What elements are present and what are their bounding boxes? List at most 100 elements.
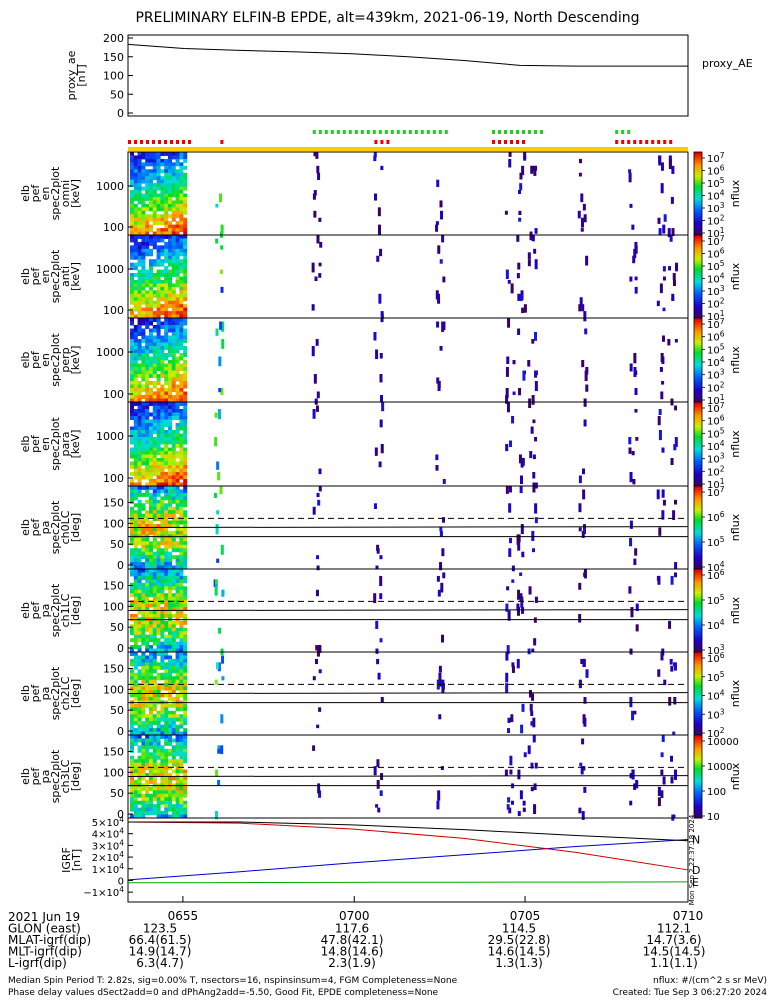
spectrogram-cell: [168, 520, 172, 525]
energy-panel-colorbar-segment: [694, 341, 702, 344]
red-flag-mark: [657, 140, 661, 144]
spectrogram-cell: [130, 482, 134, 487]
spectrogram-cell: [179, 648, 184, 653]
spectrogram-cell: [137, 447, 142, 452]
spectrogram-cell: [152, 579, 157, 584]
spectrogram-cell: [164, 582, 169, 587]
spectrogram-cell: [145, 409, 150, 413]
axis-label-line: pa: [39, 770, 52, 784]
spectrogram-cell: [156, 325, 161, 329]
spectrogram-cell: [156, 479, 161, 483]
spectrogram-cell: [156, 755, 161, 760]
spectrogram-cell: [141, 530, 146, 535]
spectrogram-cell: [130, 339, 134, 343]
energy-panel-colorbar-segment: [694, 164, 702, 168]
spectrogram-cell: [141, 266, 146, 271]
spectrogram-cell: [507, 728, 511, 734]
spectrogram-cell: [133, 766, 138, 771]
spectrogram-cell: [152, 217, 157, 222]
spectrogram-cell: [152, 530, 157, 535]
spectrogram-cell: [152, 479, 157, 483]
spectrogram-cell: [175, 492, 180, 497]
spectrogram-cell: [175, 391, 180, 396]
spectrogram-cell: [137, 489, 142, 494]
spectrogram-cell: [130, 492, 134, 497]
spectrogram-cell: [145, 662, 150, 667]
spectrogram-cell: [376, 759, 380, 767]
energy-panel-colorbar-segment: [694, 166, 702, 170]
spectrogram-cell: [145, 158, 150, 163]
spectrogram-cell: [149, 437, 153, 441]
spectrogram-cell: [130, 793, 134, 798]
spectrogram-cell: [171, 569, 176, 573]
pitch-panel-colorbar-segment: [694, 799, 702, 802]
spectrogram-cell: [152, 779, 157, 784]
spectrogram-cell: [137, 569, 142, 573]
spectrogram-cell: [130, 353, 134, 357]
spectrogram-cell: [168, 430, 172, 434]
spectrogram-cell: [183, 221, 188, 226]
spectrogram-cell: [175, 293, 180, 298]
energy-panel-colorbar-segment: [694, 178, 702, 182]
spectrogram-cell: [145, 499, 150, 504]
spectrogram-cell: [149, 273, 153, 277]
pitch-panel-colorbar-segment: [694, 566, 702, 570]
spectrogram-cell: [509, 755, 513, 766]
spectrogram-cell: [160, 645, 165, 650]
spectrogram-cell: [214, 579, 218, 584]
spectrogram-cell: [133, 641, 138, 646]
energy-panel-colorbar-tick-label: 106: [707, 414, 725, 428]
spectrogram-cell: [160, 627, 165, 632]
spectrogram-cell: [152, 641, 157, 646]
pitch-panel-colorbar-segment: [694, 622, 702, 626]
spectrogram-cell: [183, 238, 188, 243]
spectrogram-cell: [179, 162, 184, 167]
spectrogram-cell: [183, 454, 188, 459]
spectrogram-cell: [152, 524, 157, 528]
spectrogram-cell: [137, 579, 142, 584]
spectrogram-cell: [164, 248, 169, 253]
spectrogram-cell: [220, 714, 224, 724]
spectrogram-cell: [160, 773, 165, 777]
spectrogram-cell: [156, 600, 161, 605]
spectrogram-cell: [175, 433, 180, 438]
spectrogram-cell: [152, 203, 157, 208]
spectrogram-cell: [183, 676, 188, 681]
spectrogram-cell: [149, 569, 153, 573]
energy-panel-colorbar-segment: [694, 241, 702, 244]
spectrogram-cell: [674, 562, 678, 569]
spectrogram-cell: [668, 158, 672, 170]
spectrogram-cell: [175, 610, 180, 615]
spectrogram-cell: [137, 307, 142, 312]
energy-panel-colorbar-segment: [694, 454, 702, 458]
spectrogram-cell: [168, 395, 172, 399]
spectrogram-cell: [137, 572, 142, 577]
spectrogram-cell: [141, 741, 146, 746]
spectrogram-cell: [175, 579, 180, 584]
spectrogram-cell: [380, 696, 384, 703]
spectrogram-cell: [175, 405, 180, 410]
spectrogram-cell: [315, 589, 319, 597]
spectrogram-cell: [183, 391, 188, 396]
spectrogram-cell: [179, 638, 184, 643]
spectrogram-cell: [168, 551, 172, 556]
spectrogram-cell: [179, 658, 184, 663]
spectrogram-cell: [141, 447, 146, 452]
pitch-panel-colorbar-segment: [694, 708, 702, 711]
spectrogram-cell: [149, 755, 153, 760]
spectrogram-cell: [141, 370, 146, 375]
spectrogram-cell: [532, 735, 536, 743]
spectrogram-cell: [152, 741, 157, 746]
spectrogram-cell: [156, 741, 161, 746]
spectrogram-cell: [179, 575, 184, 580]
axis-label-line: pa: [39, 687, 52, 701]
spectrogram-cell: [160, 728, 165, 733]
axis-label-line: [keV]: [69, 430, 82, 459]
spectrogram-cell: [175, 203, 180, 208]
spectrogram-cell: [156, 228, 161, 233]
spectrogram-cell: [133, 593, 138, 598]
spectrogram-cell: [439, 530, 443, 537]
spectrogram-cell: [156, 179, 161, 184]
axis-label-line: [deg]: [69, 596, 82, 625]
spectrogram-cell: [152, 793, 157, 798]
